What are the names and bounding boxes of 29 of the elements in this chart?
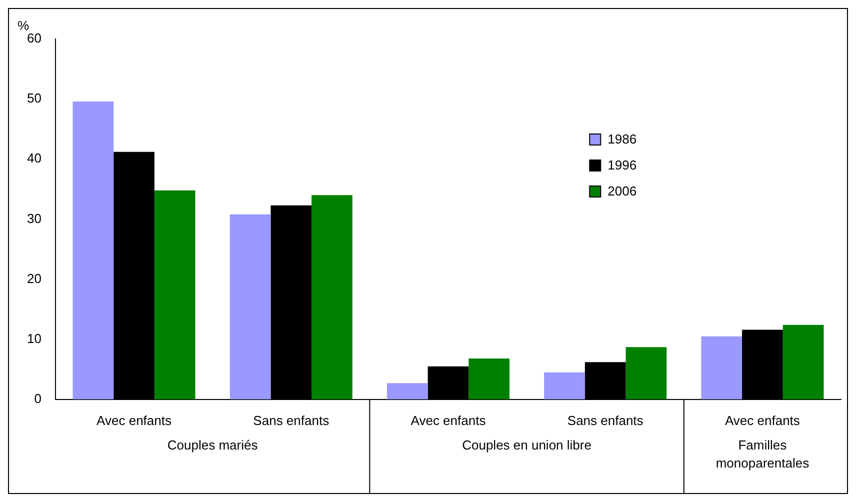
bar bbox=[626, 347, 667, 400]
bar bbox=[154, 190, 196, 400]
legend-label: 1996 bbox=[608, 158, 637, 173]
bar bbox=[701, 336, 742, 400]
bar bbox=[386, 383, 428, 400]
x-tick-label: Sans enfants bbox=[567, 412, 644, 428]
text: Couples en union libre bbox=[462, 437, 592, 452]
y-tick-label: 0 bbox=[34, 390, 42, 406]
y-tick-label: 50 bbox=[26, 90, 42, 106]
bar bbox=[468, 358, 510, 400]
text: Couples mariés bbox=[167, 437, 258, 452]
x-tick-label: Avec enfants bbox=[96, 412, 172, 428]
x-tick-label: Avec enfants bbox=[410, 412, 486, 428]
y-tick-label: 10 bbox=[26, 330, 42, 346]
y-tick-label: 40 bbox=[26, 150, 42, 166]
x-tick-label: Sans enfants bbox=[253, 412, 330, 428]
y-tick-label: 30 bbox=[26, 210, 42, 226]
y-tick-label: 20 bbox=[26, 270, 42, 286]
bar bbox=[782, 324, 824, 400]
x-tick-label: Avec enfants bbox=[724, 412, 800, 428]
legend-label: 2006 bbox=[608, 184, 637, 199]
bar bbox=[544, 372, 585, 400]
bar bbox=[230, 214, 271, 400]
y-axis-title: % bbox=[17, 18, 30, 34]
y-tick-label: 60 bbox=[26, 30, 42, 46]
text: Familles monoparentales bbox=[716, 437, 810, 470]
bar bbox=[72, 101, 114, 400]
legend-label: 1986 bbox=[608, 132, 637, 147]
bar bbox=[312, 195, 352, 400]
